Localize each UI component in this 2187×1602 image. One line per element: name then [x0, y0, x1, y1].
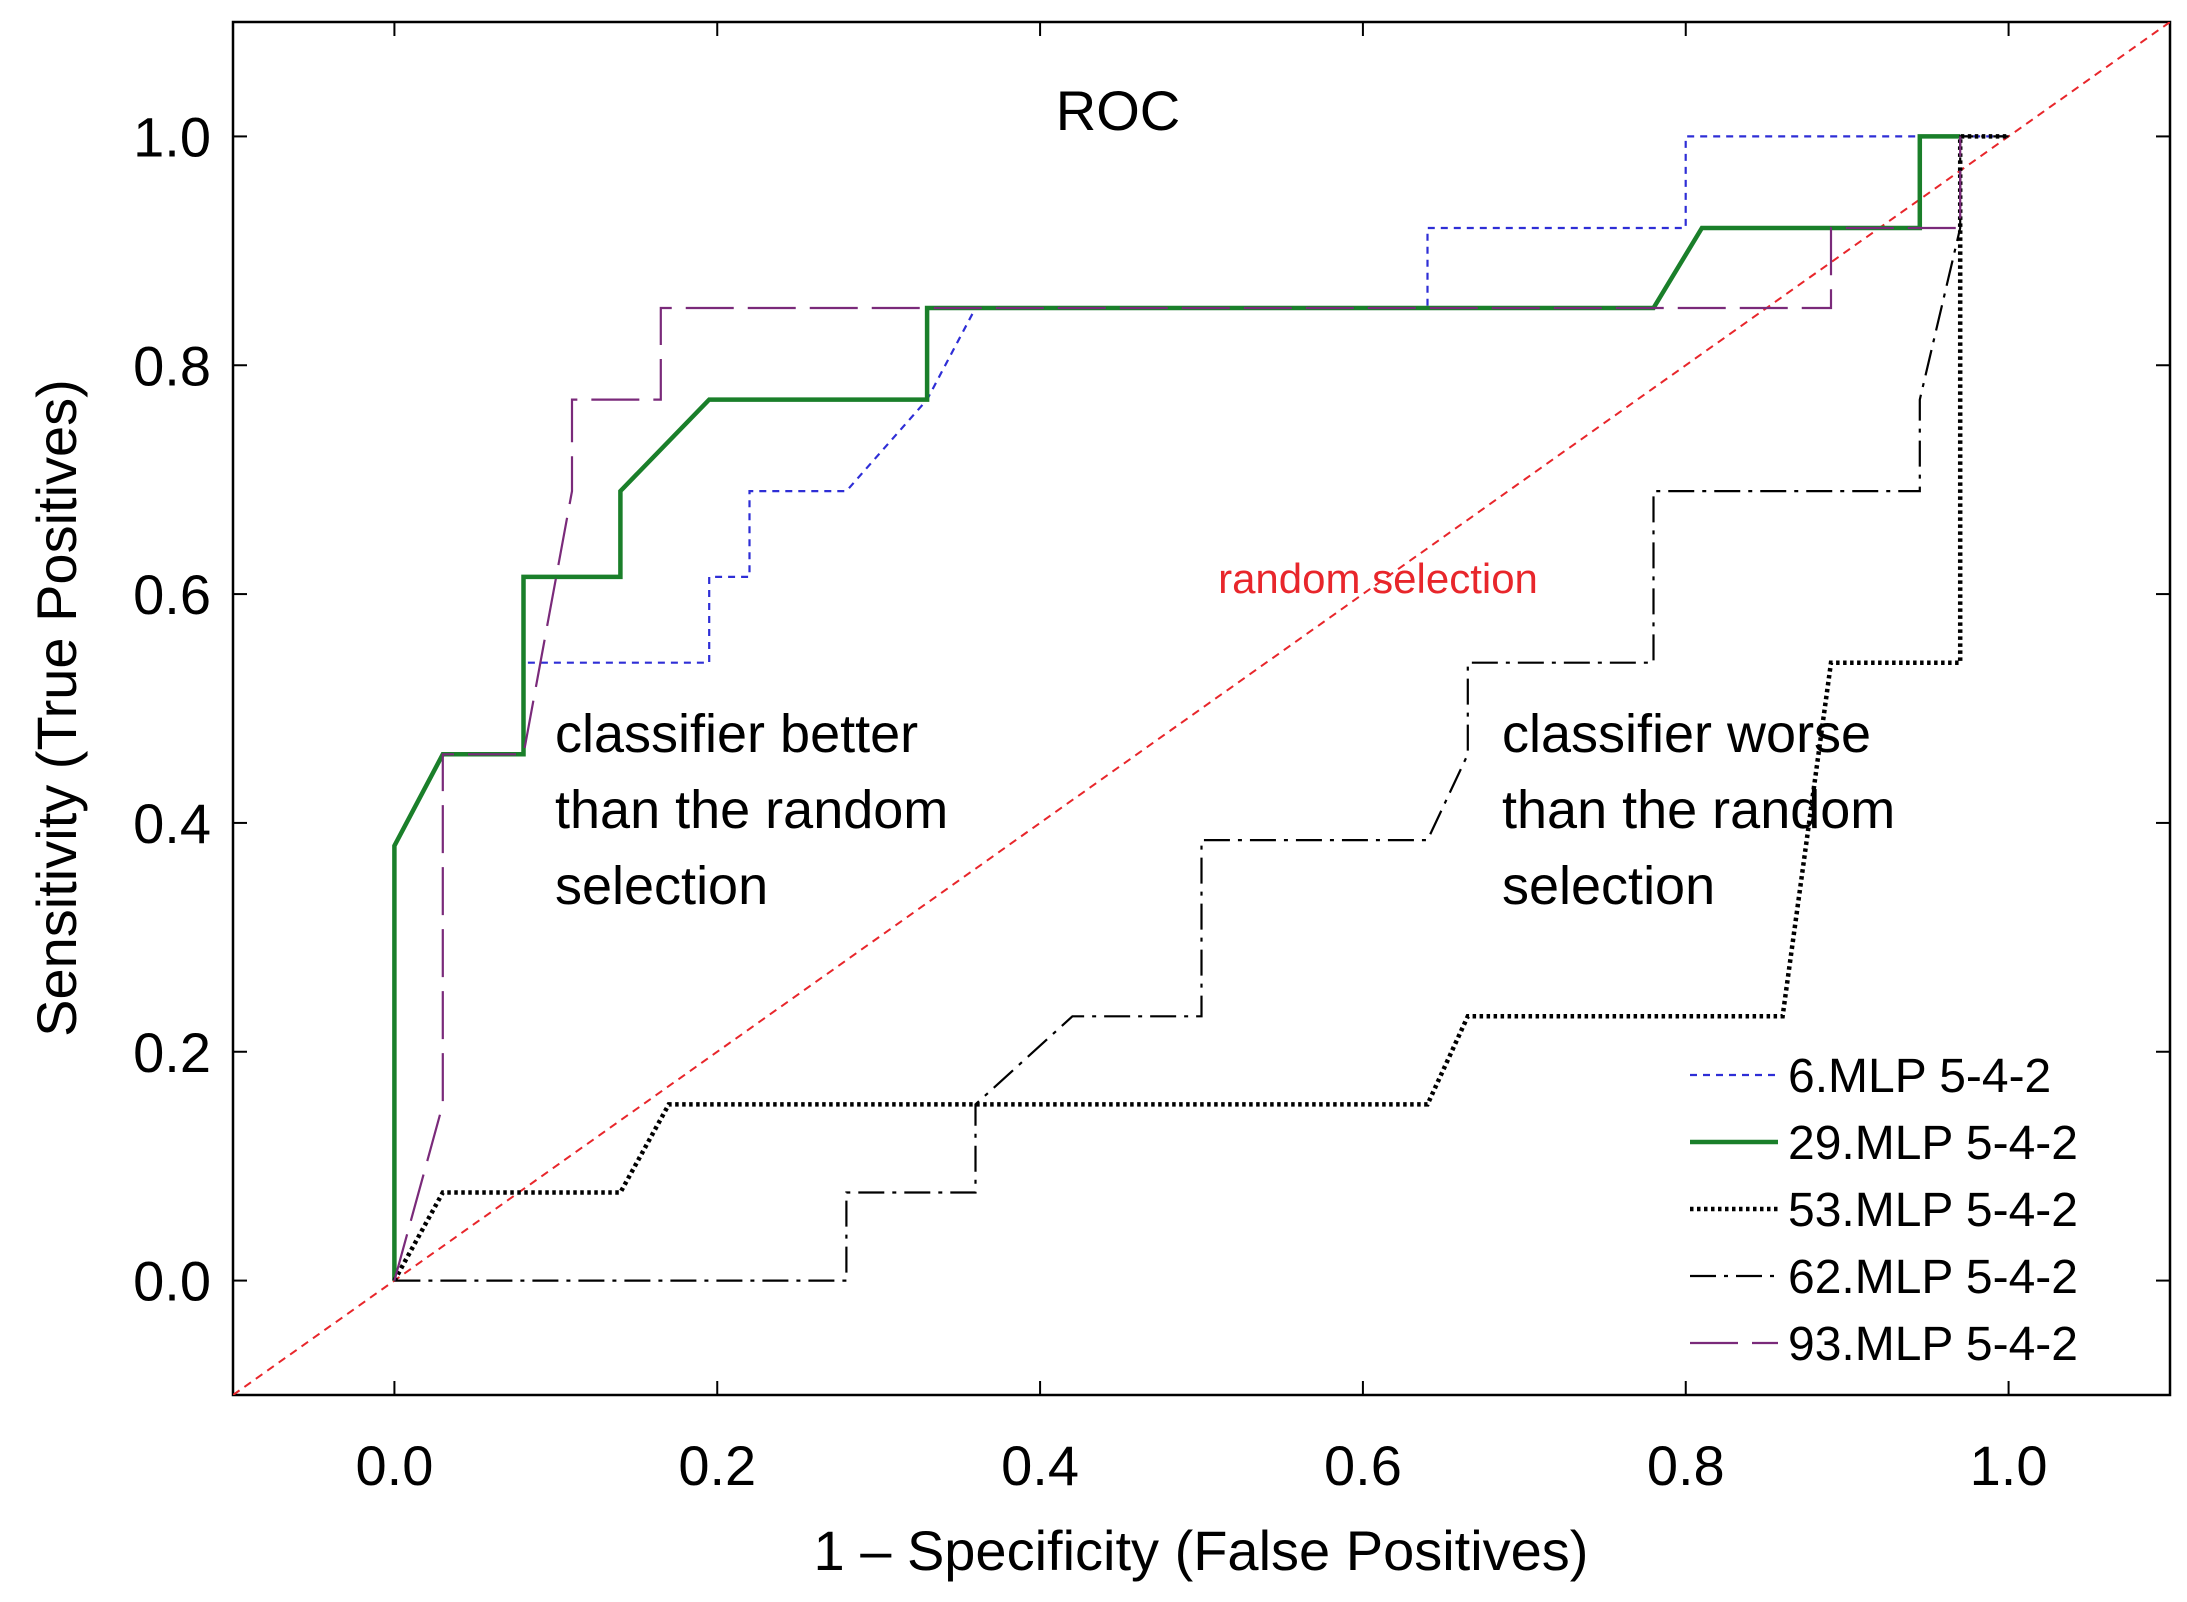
x-tick-label: 0.4	[1001, 1434, 1079, 1497]
series-line-53-mlp-5-4-2	[392, 134, 2009, 1282]
annotation-better-line-1: classifier better	[555, 704, 918, 764]
random-selection-label: random selection	[1218, 555, 1538, 602]
annotation-worse: classifier worse than the random selecti…	[1502, 704, 1895, 916]
legend: 6.MLP 5-4-2 29.MLP 5-4-2 53.MLP 5-4-2 62.ML…	[1690, 1050, 2078, 1371]
annotation-better-line-2: than the random	[555, 780, 948, 840]
y-tick-label: 1.0	[133, 105, 211, 168]
series-line-6-mlp-5-4-2	[393, 135, 2009, 1281]
annotation-worse-line-2: than the random	[1502, 780, 1895, 840]
annotation-better: classifier better than the random select…	[555, 704, 948, 916]
annotation-worse-line-1: classifier worse	[1502, 704, 1871, 764]
x-tick-label: 0.8	[1647, 1434, 1725, 1497]
x-axis-title: 1 – Specificity (False Positives)	[814, 1519, 1589, 1582]
x-tick-label: 0.6	[1324, 1434, 1402, 1497]
x-tick-label: 1.0	[1970, 1434, 2048, 1497]
legend-label-29-mlp-5-4-2: 29.MLP 5-4-2	[1788, 1117, 2078, 1170]
y-tick-label: 0.0	[133, 1250, 211, 1313]
y-axis-title: Sensitivity (True Positives)	[25, 379, 88, 1037]
y-tick-label: 0.2	[133, 1021, 211, 1084]
x-tick-label: 0.0	[355, 1434, 433, 1497]
random-selection-line	[233, 22, 2170, 1395]
series-line-62-mlp-5-4-2	[394, 135, 2009, 1282]
y-tick-label: 0.8	[133, 334, 211, 397]
legend-label-62-mlp-5-4-2: 62.MLP 5-4-2	[1788, 1251, 2078, 1304]
y-tick-label: 0.6	[133, 563, 211, 626]
chart-title: ROC	[1056, 79, 1180, 142]
legend-label-6-mlp-5-4-2: 6.MLP 5-4-2	[1788, 1050, 2051, 1103]
x-tick-label: 0.2	[678, 1434, 756, 1497]
annotation-better-line-3: selection	[555, 856, 768, 916]
annotation-worse-line-3: selection	[1502, 856, 1715, 916]
legend-label-53-mlp-5-4-2: 53.MLP 5-4-2	[1788, 1184, 2078, 1237]
legend-label-93-mlp-5-4-2: 93.MLP 5-4-2	[1788, 1318, 2078, 1371]
series-line-93-mlp-5-4-2	[393, 136, 1962, 1281]
y-tick-label: 0.4	[133, 792, 211, 855]
